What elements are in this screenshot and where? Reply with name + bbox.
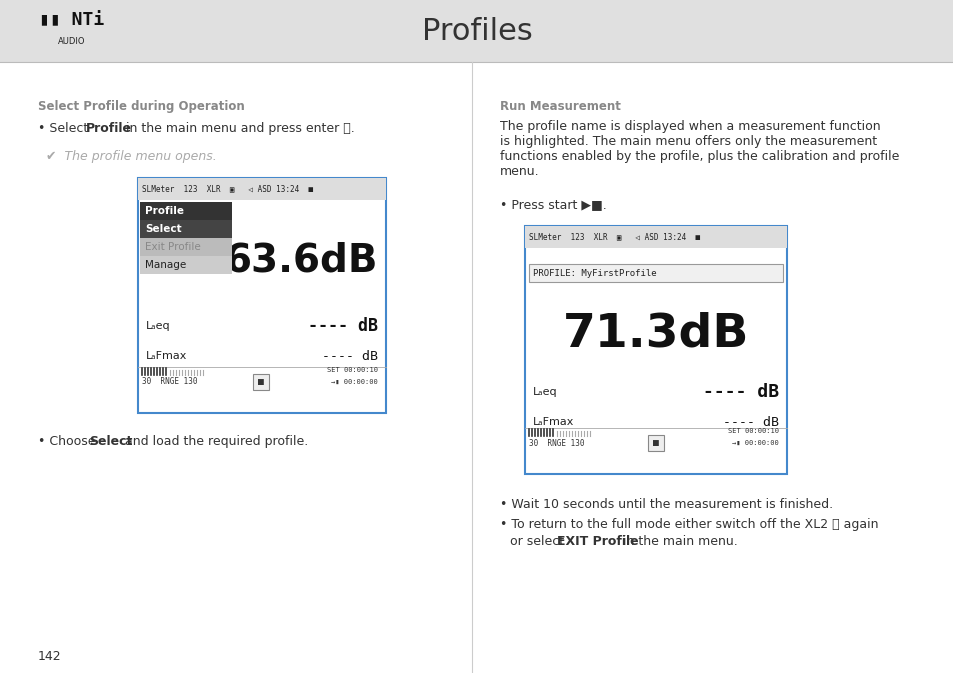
- Text: LₐFmax: LₐFmax: [146, 351, 187, 361]
- Text: →▮ 00:00:00: →▮ 00:00:00: [331, 379, 377, 385]
- Bar: [0, 0, 953, 62]
- Bar: [525, 226, 786, 474]
- Text: Lₐeq: Lₐeq: [146, 321, 171, 331]
- Text: PROFILE: MyFirstProfile: PROFILE: MyFirstProfile: [533, 269, 657, 277]
- Text: ✔  The profile menu opens.: ✔ The profile menu opens.: [46, 150, 216, 163]
- Text: Exit Profile: Exit Profile: [145, 242, 200, 252]
- Text: Profile: Profile: [145, 206, 184, 216]
- Bar: [529, 264, 782, 282]
- Bar: [140, 238, 232, 256]
- Text: and load the required profile.: and load the required profile.: [121, 435, 308, 448]
- Bar: [138, 178, 386, 413]
- Text: menu.: menu.: [499, 165, 539, 178]
- Text: ▮▮ NTi: ▮▮ NTi: [39, 11, 105, 29]
- Bar: [140, 202, 232, 220]
- Text: Select Profile during Operation: Select Profile during Operation: [38, 100, 245, 113]
- Bar: [525, 226, 786, 248]
- Text: functions enabled by the profile, plus the calibration and profile: functions enabled by the profile, plus t…: [499, 150, 899, 163]
- Text: • Choose: • Choose: [38, 435, 99, 448]
- Text: ■: ■: [258, 377, 264, 387]
- Text: is highlighted. The main menu offers only the measurement: is highlighted. The main menu offers onl…: [499, 135, 877, 148]
- Text: Run Measurement: Run Measurement: [499, 100, 620, 113]
- Text: EXIT Profile: EXIT Profile: [557, 535, 639, 548]
- Text: 63.6dB: 63.6dB: [224, 241, 377, 279]
- Text: 30  RNGE 130: 30 RNGE 130: [142, 378, 197, 386]
- Text: SET 00:00:10: SET 00:00:10: [727, 428, 779, 434]
- Text: ---- dB: ---- dB: [308, 317, 377, 335]
- Text: Lₐeq: Lₐeq: [533, 387, 558, 397]
- Text: SLMeter  123  XLR  ▣   ◁ ASD 13:24  ■: SLMeter 123 XLR ▣ ◁ ASD 13:24 ■: [529, 232, 700, 242]
- Text: • Select: • Select: [38, 122, 92, 135]
- Text: • Wait 10 seconds until the measurement is finished.: • Wait 10 seconds until the measurement …: [499, 498, 833, 511]
- Text: in the main menu.: in the main menu.: [618, 535, 738, 548]
- Text: →▮ 00:00:00: →▮ 00:00:00: [732, 440, 779, 446]
- Text: LₐFmax: LₐFmax: [533, 417, 574, 427]
- Text: ---- dB: ---- dB: [702, 383, 779, 401]
- Bar: [138, 178, 386, 200]
- Bar: [647, 435, 663, 451]
- Text: SLMeter  123  XLR  ▣   ◁ ASD 13:24  ■: SLMeter 123 XLR ▣ ◁ ASD 13:24 ■: [142, 184, 313, 194]
- Text: • Press start ▶■.: • Press start ▶■.: [499, 198, 606, 211]
- Text: SET 00:00:10: SET 00:00:10: [327, 367, 377, 373]
- Text: Profiles: Profiles: [421, 17, 532, 46]
- Text: Manage: Manage: [145, 260, 186, 270]
- Text: Select: Select: [89, 435, 132, 448]
- Text: ---- dB: ---- dB: [322, 349, 377, 363]
- Text: Select: Select: [145, 224, 181, 234]
- Text: 142: 142: [38, 651, 62, 664]
- Bar: [140, 220, 232, 238]
- Text: ---- dB: ---- dB: [722, 415, 779, 429]
- Text: AUDIO: AUDIO: [58, 38, 86, 46]
- Bar: [140, 256, 232, 274]
- Text: 30  RNGE 130: 30 RNGE 130: [529, 439, 584, 448]
- Text: in the main menu and press enter ⓧ.: in the main menu and press enter ⓧ.: [122, 122, 355, 135]
- Bar: [253, 374, 269, 390]
- Text: Profile: Profile: [86, 122, 132, 135]
- Text: The profile name is displayed when a measurement function: The profile name is displayed when a mea…: [499, 120, 880, 133]
- Text: or select: or select: [510, 535, 568, 548]
- Text: ■: ■: [653, 438, 659, 448]
- Text: • To return to the full mode either switch off the XL2 Ⓢ again: • To return to the full mode either swit…: [499, 518, 878, 531]
- Text: 71.3dB: 71.3dB: [562, 312, 749, 357]
